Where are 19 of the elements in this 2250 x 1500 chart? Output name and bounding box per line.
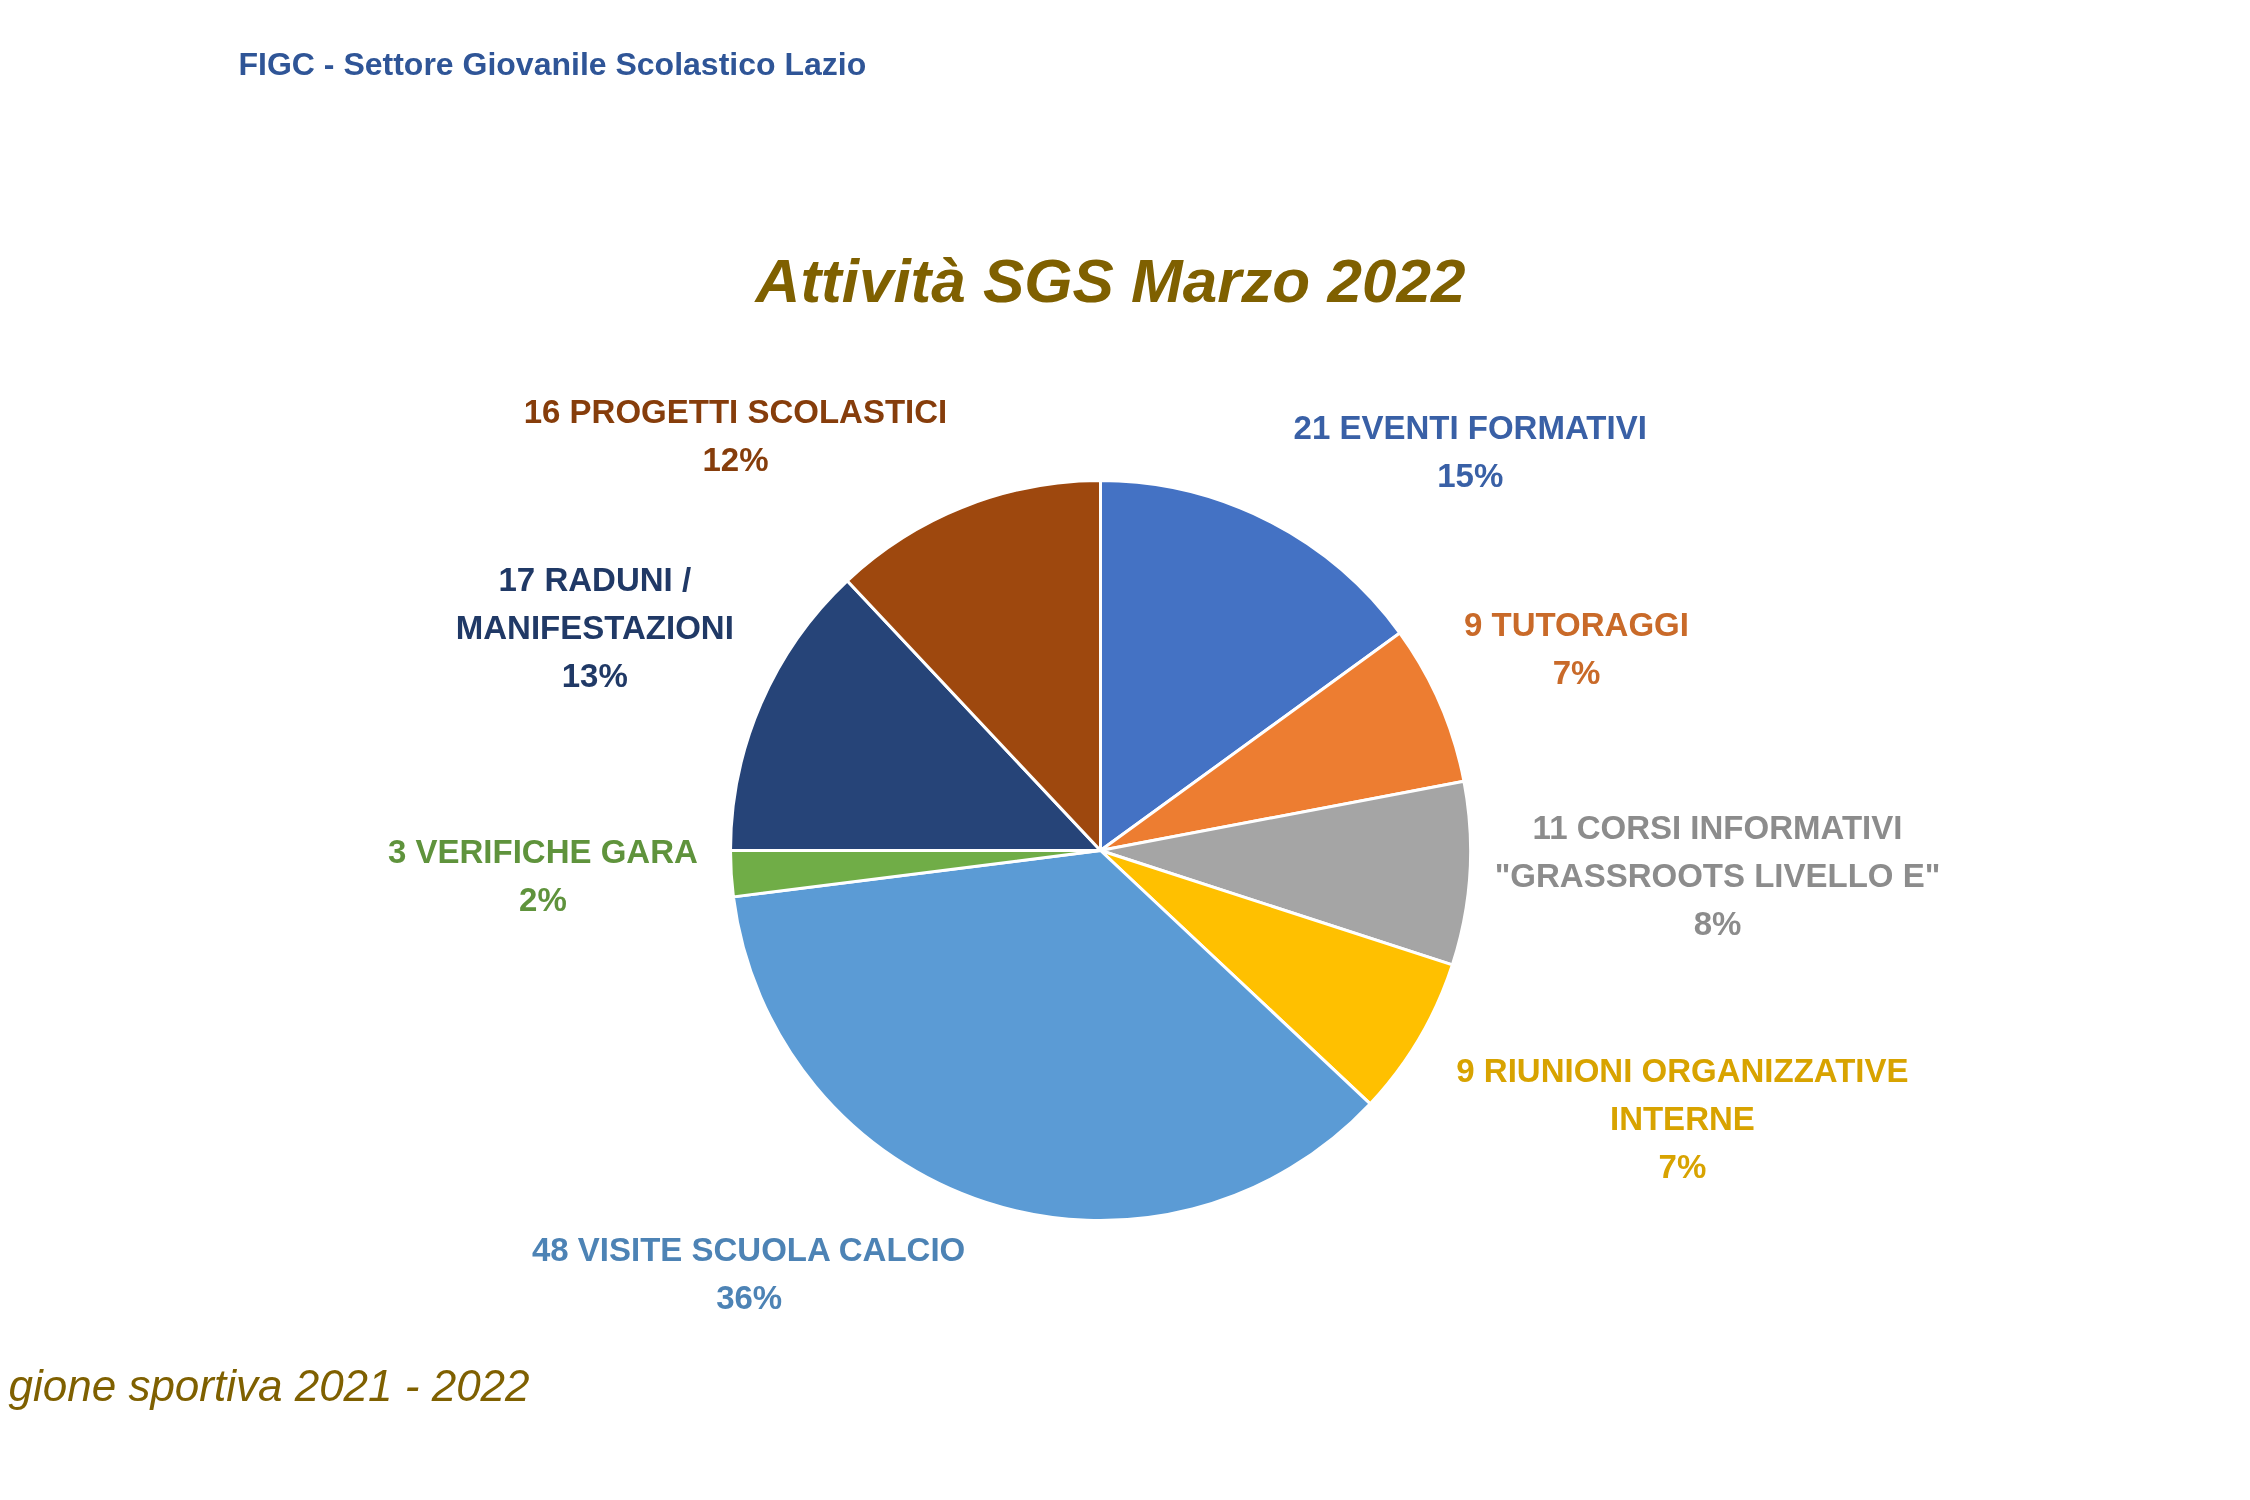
text: gione sportiva 2021 - 2022 (8, 1361, 530, 1410)
data-label: 15% (1437, 456, 1504, 494)
text: FIGC - Settore Giovanile Scolastico Lazio (238, 45, 867, 82)
slice-label: 17 RADUNI / MANIFESTAZIONI (455, 560, 734, 646)
data-label: 7% (1552, 654, 1601, 692)
slice-label: 11 CORSI INFORMATIVI "GRASSROOTS LIVELLO E" (1494, 809, 1941, 895)
slice-label: 48 VISITE SCUOLA CALCIO (531, 1231, 966, 1269)
slice-label: 9 RIUNIONI ORGANIZZATIVE INTERNE (1456, 1051, 1909, 1137)
chart-title: Attività SGS Marzo 2022 (753, 246, 1466, 315)
data-label: 12% (702, 441, 769, 479)
data-label: 7% (1658, 1148, 1707, 1186)
data-label: 2% (519, 881, 567, 919)
slice-label: 21 EVENTI FORMATIVI (1293, 408, 1647, 446)
slice-label: 9 TUTORAGGI (1464, 606, 1689, 644)
slice-label: 3 VERIFICHE GARA (387, 833, 698, 871)
data-label: 36% (716, 1279, 783, 1317)
data-label: 8% (1693, 905, 1742, 943)
data-label: 13% (561, 656, 628, 694)
slice-label: 16 PROGETTI SCOLASTICI (523, 393, 948, 431)
